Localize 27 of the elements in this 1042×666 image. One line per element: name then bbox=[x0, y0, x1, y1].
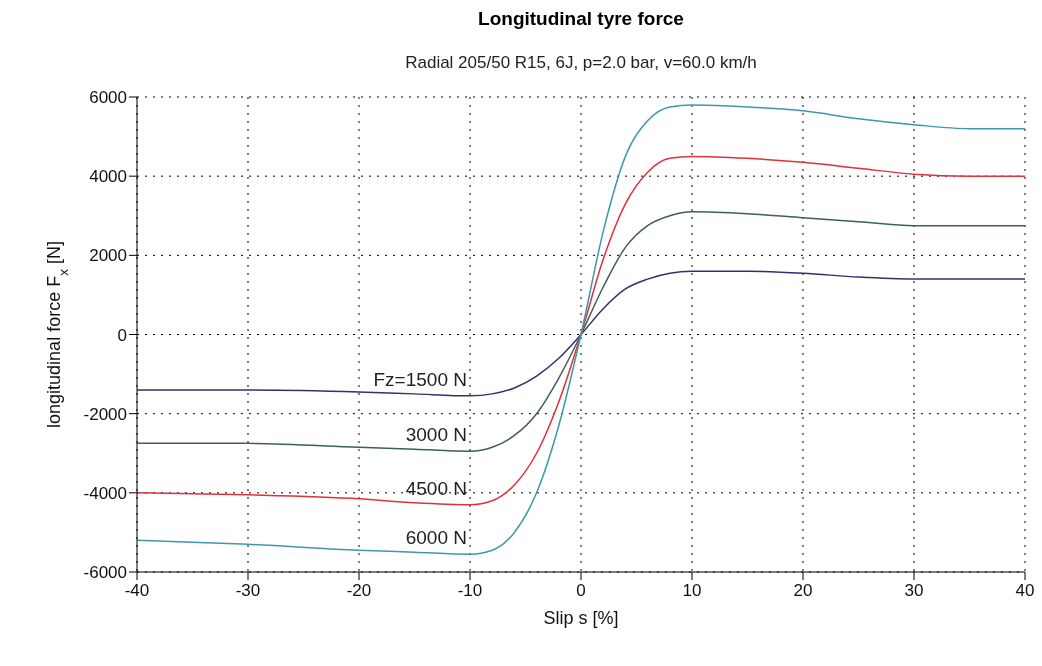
y-tick-label: -4000 bbox=[83, 483, 127, 503]
x-tick-label: -30 bbox=[235, 581, 261, 601]
x-tick-label: 10 bbox=[682, 581, 702, 601]
series-label: Fz=1500 N bbox=[373, 368, 467, 390]
x-tick-label: 30 bbox=[904, 581, 924, 601]
y-tick-label: 4000 bbox=[89, 167, 127, 187]
y-tick-label: 0 bbox=[117, 325, 127, 345]
x-tick-label: -20 bbox=[346, 581, 372, 601]
series-label: 6000 N bbox=[405, 527, 467, 549]
x-tick-label: -10 bbox=[457, 581, 483, 601]
line-series bbox=[137, 211, 1025, 453]
series-label: 4500 N bbox=[405, 477, 467, 499]
series-label: 3000 N bbox=[405, 424, 467, 446]
x-axis-title: Slip s [%] bbox=[543, 608, 619, 628]
line-series bbox=[137, 270, 1025, 397]
x-tick-label: 0 bbox=[576, 581, 586, 601]
y-tick-label: 6000 bbox=[89, 88, 127, 108]
y-tick-label: 2000 bbox=[89, 246, 127, 266]
y-tick-label: -6000 bbox=[83, 563, 127, 583]
line-series bbox=[137, 104, 1025, 555]
line-series bbox=[137, 155, 1025, 506]
y-tick-label: -2000 bbox=[83, 404, 127, 424]
chart-subtitle: Radial 205/50 R15, 6J, p=2.0 bar, v=60.0 km/h bbox=[404, 53, 758, 73]
x-tick-label: 20 bbox=[793, 581, 813, 601]
x-tick-label: 40 bbox=[1015, 581, 1035, 601]
chart-title: Longitudinal tyre force bbox=[477, 8, 685, 30]
x-tick-label: -40 bbox=[124, 581, 150, 601]
